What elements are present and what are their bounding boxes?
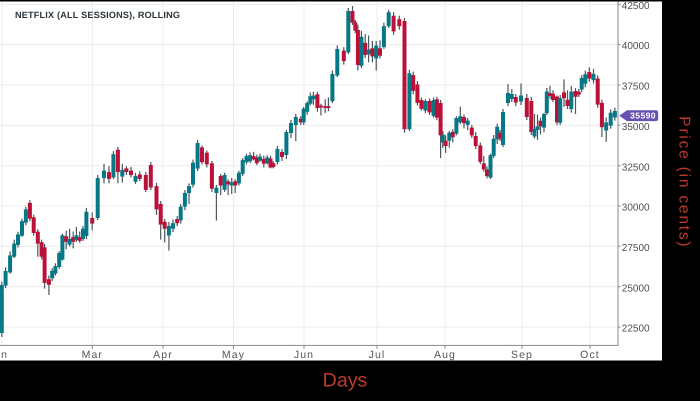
svg-text:Mar: Mar (82, 349, 103, 361)
svg-text:37500: 37500 (622, 82, 650, 93)
svg-text:Oct: Oct (580, 349, 600, 361)
svg-text:Jan: Jan (0, 349, 8, 361)
svg-text:Jun: Jun (294, 349, 314, 361)
svg-text:Apr: Apr (153, 349, 173, 361)
svg-text:42500: 42500 (622, 1, 650, 12)
svg-text:Aug: Aug (434, 349, 456, 361)
svg-text:30000: 30000 (622, 203, 650, 214)
svg-text:40000: 40000 (622, 41, 650, 52)
svg-text:Price (in cents): Price (in cents) (676, 116, 693, 248)
svg-text:Jul: Jul (369, 349, 386, 361)
svg-text:27500: 27500 (622, 243, 650, 254)
svg-text:May: May (222, 349, 245, 361)
svg-text:35590: 35590 (630, 110, 656, 120)
svg-text:Days: Days (323, 369, 368, 391)
svg-text:25000: 25000 (622, 283, 650, 294)
svg-text:32500: 32500 (622, 162, 650, 173)
svg-text:Sep: Sep (511, 349, 533, 361)
svg-text:35000: 35000 (622, 122, 650, 133)
svg-text:NETFLIX (ALL SESSIONS), ROLLIN: NETFLIX (ALL SESSIONS), ROLLING (15, 10, 180, 20)
svg-text:22500: 22500 (622, 324, 650, 335)
